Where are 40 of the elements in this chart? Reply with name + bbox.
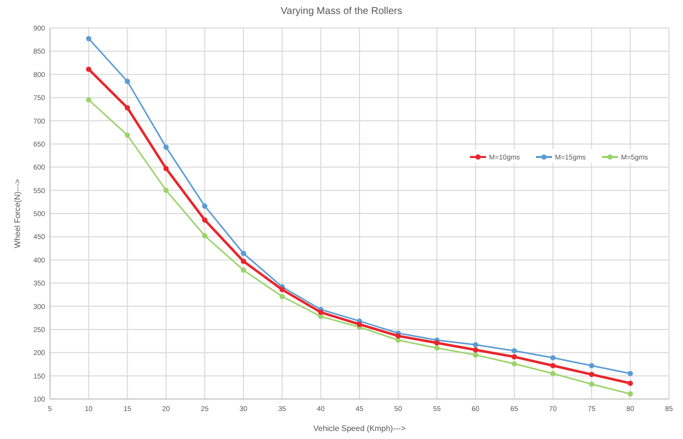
chart-title: Varying Mass of the Rollers: [280, 6, 402, 17]
point: [588, 362, 594, 368]
point: [472, 347, 478, 352]
point: [396, 333, 401, 339]
point: [588, 372, 594, 378]
point: [202, 233, 208, 238]
point: [86, 36, 92, 42]
point: [512, 354, 517, 360]
point: [124, 132, 130, 138]
point: [163, 166, 169, 172]
point: [202, 217, 208, 223]
point: [279, 294, 285, 300]
point: [472, 342, 478, 348]
point: [628, 370, 633, 376]
point: [512, 361, 517, 366]
x-axis-title: Vehicle Speed (Kmph)--->: [313, 424, 406, 433]
point: [279, 286, 285, 292]
point: [86, 66, 92, 72]
y-axis-title: Wheel Force(N)--->: [13, 178, 22, 248]
point: [240, 250, 246, 256]
point: [163, 188, 169, 193]
point: [434, 340, 440, 346]
point: [628, 380, 633, 386]
point: [588, 382, 594, 387]
point: [550, 362, 556, 368]
point: [628, 391, 633, 397]
point: [434, 345, 440, 351]
point: [202, 203, 208, 209]
point: [472, 352, 478, 358]
point: [86, 97, 92, 103]
point: [124, 105, 130, 110]
point: [318, 310, 324, 315]
point: [356, 322, 362, 327]
point: [124, 78, 130, 84]
point: [550, 355, 556, 360]
point: [550, 370, 556, 376]
point: [163, 144, 169, 150]
point: [240, 267, 246, 273]
point: [512, 348, 517, 354]
point: [240, 258, 246, 264]
